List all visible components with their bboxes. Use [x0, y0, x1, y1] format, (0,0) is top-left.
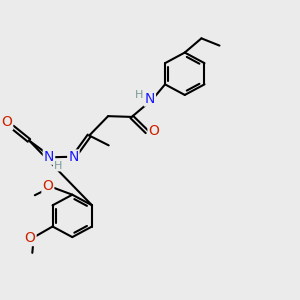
Text: O: O — [148, 124, 159, 138]
Text: H: H — [135, 90, 143, 100]
Text: N: N — [44, 150, 54, 164]
Text: O: O — [1, 115, 12, 129]
Text: O: O — [42, 179, 53, 193]
Text: N: N — [68, 151, 79, 164]
Text: H: H — [54, 160, 62, 170]
Text: O: O — [25, 231, 35, 245]
Text: N: N — [145, 92, 155, 106]
